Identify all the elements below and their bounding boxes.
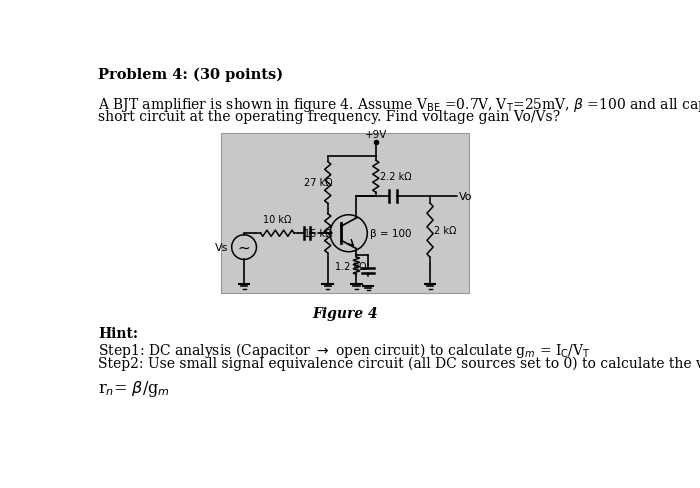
Text: β = 100: β = 100 <box>370 229 412 239</box>
Text: 15 kΩ: 15 kΩ <box>304 229 333 239</box>
Text: Hint:: Hint: <box>98 326 139 340</box>
Text: 2.2 kΩ: 2.2 kΩ <box>379 172 412 182</box>
Text: Problem 4: (30 points): Problem 4: (30 points) <box>98 68 284 82</box>
Bar <box>220 134 469 294</box>
Text: Vo: Vo <box>458 192 472 202</box>
Text: 27 kΩ: 27 kΩ <box>304 178 333 188</box>
Text: r$_n$= $\beta$/g$_m$: r$_n$= $\beta$/g$_m$ <box>98 378 170 398</box>
Text: Step1: DC analysis (Capacitor $\rightarrow$ open circuit) to calculate g$_m$ = I: Step1: DC analysis (Capacitor $\rightarr… <box>98 340 591 359</box>
Text: ~: ~ <box>238 240 251 255</box>
Text: Vs: Vs <box>215 243 228 253</box>
Text: Step2: Use small signal equivalence circuit (all DC sources set to 0) to calcula: Step2: Use small signal equivalence circ… <box>98 356 700 370</box>
Text: 10 kΩ: 10 kΩ <box>263 215 292 224</box>
Text: 1.2 kΩ: 1.2 kΩ <box>335 261 366 271</box>
Text: +9V: +9V <box>365 130 387 140</box>
Text: 2 kΩ: 2 kΩ <box>434 225 456 236</box>
Text: Figure 4: Figure 4 <box>312 306 377 320</box>
Text: short circuit at the operating frequency. Find voltage gain Vo/Vs?: short circuit at the operating frequency… <box>98 109 561 123</box>
Text: A BJT amplifier is shown in figure 4. Assume V$_\mathrm{BE}$ =0.7V, V$_\mathrm{T: A BJT amplifier is shown in figure 4. As… <box>98 96 700 113</box>
